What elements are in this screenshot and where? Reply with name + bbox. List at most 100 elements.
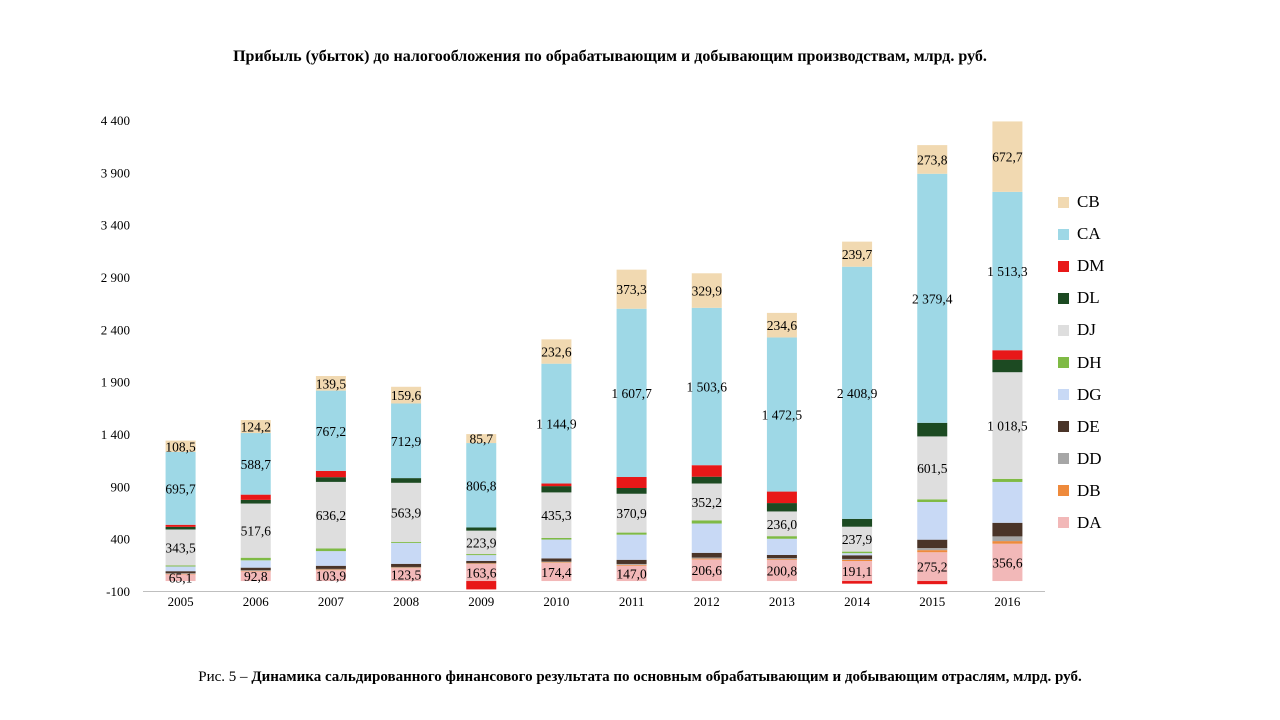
legend-swatch [1058,196,1069,208]
bar-segment-dj-2008 [391,482,422,542]
bar-segment-dm-2011 [616,477,647,488]
bar-segment-dl-2005 [165,526,196,530]
data-label-cb-2012: 329,9 [692,284,723,299]
data-label-cb-2011: 373,3 [616,282,647,297]
legend-item-ca: CA [1058,218,1104,250]
bar-segment-dg-2007 [315,551,346,566]
data-label-ca-2015: 2 379,4 [912,291,953,306]
data-label-dj-2010: 435,3 [541,508,572,523]
bar-segment-dj-2016 [992,372,1023,479]
bar-segment-ca-2007 [315,390,346,471]
data-label-cb-2006: 124,2 [241,420,271,435]
bar-segment-cb-2016 [992,121,1023,192]
bar-segment-cb-2009 [466,434,497,444]
legend-swatch [1058,228,1069,240]
x-tick-label: 2011 [619,594,645,609]
y-tick-label: 1 900 [101,375,130,390]
data-label-cb-2005: 108,5 [165,439,196,454]
bar-segment-dm-2009 [466,581,497,590]
bar-segment-dd-2016 [992,536,1023,542]
legend-swatch [1058,357,1069,369]
bar-segment-db-2011 [616,564,647,566]
x-tick-label: 2006 [243,594,270,609]
y-tick-label: 900 [111,479,131,494]
bar-segment-dm-2012 [691,465,722,477]
bar-segment-de-2014 [842,555,873,559]
bar-segment-ca-2014 [842,266,873,519]
data-label-da-2007: 103,9 [316,569,347,584]
data-label-ca-2005: 695,7 [165,481,196,496]
legend-item-da: DA [1058,507,1104,539]
bar-segment-da-2013 [766,560,797,582]
data-label-ca-2006: 588,7 [241,457,272,472]
bar-segment-dj-2005 [165,529,196,566]
data-label-dj-2011: 370,9 [616,506,647,521]
y-tick-label: 1 400 [101,427,130,442]
bar-segment-cb-2015 [917,145,948,174]
caption-text: Динамика сальдированного финансового рез… [251,669,1082,685]
bar-segment-db-2009 [466,563,497,564]
y-tick-label: 4 400 [101,113,130,128]
bar-segment-da-2008 [391,568,422,582]
bar-segment-ca-2005 [165,451,196,525]
bar-segment-dj-2006 [240,503,271,558]
legend-label: DL [1077,288,1100,308]
bar-segment-dg-2006 [240,560,271,568]
bar-segment-dd-2005 [165,573,196,574]
legend-swatch [1058,324,1069,336]
legend-label: CB [1077,192,1100,212]
bar-segment-dl-2006 [240,499,271,504]
bar-segment-dd-2015 [917,548,948,551]
bar-segment-ca-2008 [391,403,422,479]
bar-segment-dg-2008 [391,542,422,564]
legend-item-cb: CB [1058,186,1104,218]
bar-segment-dl-2010 [541,486,572,493]
data-label-da-2015: 275,2 [917,560,947,575]
data-label-dj-2006: 517,6 [241,524,272,539]
bar-segment-dg-2016 [992,481,1023,523]
bar-segment-dl-2016 [992,359,1023,373]
bar-segment-dj-2011 [616,493,647,533]
bar-segment-cb-2013 [766,312,797,338]
bar-segment-dm-2005 [165,524,196,527]
data-label-ca-2009: 806,8 [466,478,497,493]
legend-swatch [1058,453,1069,465]
chart-legend: CB CA DM DL DJ DH DG DE DD DB DA [1058,186,1104,539]
bar-segment-cb-2014 [842,241,873,267]
bar-segment-da-2016 [992,543,1023,582]
bar-segment-dh-2008 [391,541,422,543]
legend-label: DH [1077,352,1102,372]
bar-segment-dl-2014 [842,518,873,527]
legend-label: DA [1077,512,1102,532]
bar-segment-dg-2009 [466,555,497,561]
data-label-da-2016: 356,6 [992,555,1023,570]
x-tick-label: 2008 [393,594,419,609]
bar-segment-dj-2014 [842,526,873,552]
bar-segment-cb-2010 [541,339,572,364]
bar-segment-db-2008 [391,567,422,569]
legend-item-de: DE [1058,411,1104,443]
y-tick-label: 2 400 [101,322,130,337]
x-tick-label: 2009 [468,594,494,609]
legend-item-dm: DM [1058,250,1104,282]
data-label-ca-2013: 1 472,5 [762,408,803,423]
legend-item-dh: DH [1058,346,1104,378]
bar-segment-ca-2013 [766,337,797,492]
bar-segment-ca-2015 [917,173,948,423]
legend-swatch [1058,485,1069,497]
x-tick-label: 2013 [769,594,795,609]
legend-label: CA [1077,224,1101,244]
data-label-dj-2012: 352,2 [692,495,722,510]
bar-segment-dh-2012 [691,520,722,524]
chart-title: Прибыль (убыток) до налогообложения по о… [233,48,987,65]
bar-segment-da-2014 [842,561,873,582]
bar-segment-de-2009 [466,560,497,563]
bar-segment-dl-2012 [691,476,722,484]
bar-segment-dl-2008 [391,478,422,483]
bar-segment-dh-2007 [315,548,346,552]
bar-segment-dh-2005 [165,565,196,567]
bar-segment-dh-2009 [466,554,497,556]
legend-label: DG [1077,384,1102,404]
y-tick-label: 3 900 [101,165,130,180]
